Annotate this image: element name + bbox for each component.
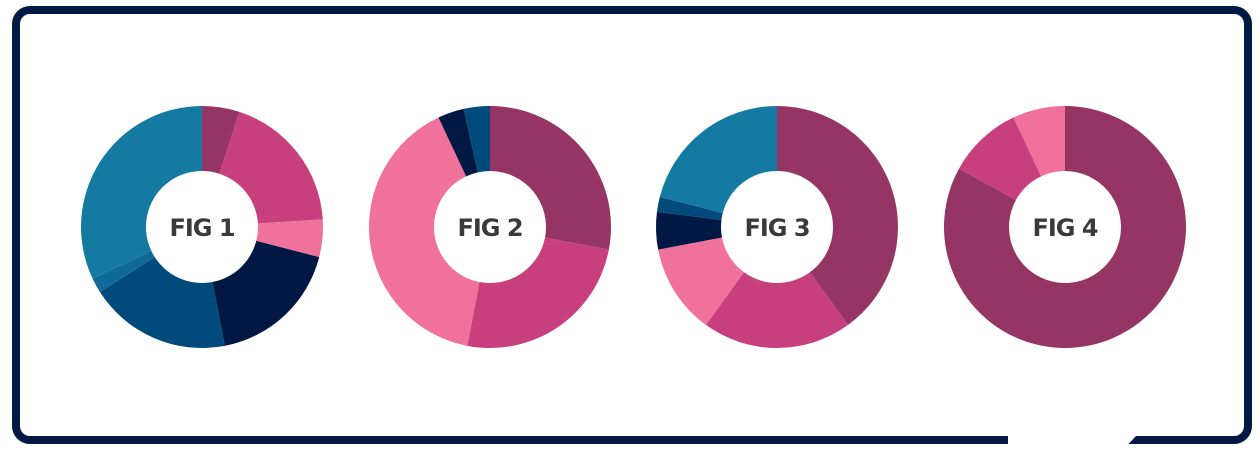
chart-title: FIG 1 [169,214,234,242]
donut-segment [1013,106,1065,177]
chart-title: FIG 2 [457,214,522,242]
donut-segment [705,272,849,349]
donut-segment [92,250,155,292]
donut-segment [656,196,723,220]
donut-segment [219,111,323,224]
donut-segment [658,237,745,325]
donut-segment [655,211,722,250]
donut-segment [99,257,225,348]
frame-notch [1008,436,1136,451]
donut-segment [202,106,240,174]
chart-title: FIG 4 [1032,214,1097,242]
donut-segment [944,106,1186,348]
donut-segment [467,237,609,348]
frame [12,6,1252,444]
donut-segment [369,117,480,346]
donut-segment [958,117,1042,201]
donut-segment [463,106,490,173]
donut-segment [659,106,777,214]
donut-charts: FIG 1 FIG 2 FIG 3 FIG 4 [81,106,1186,349]
donut-segment [490,106,611,250]
chart-title: FIG 3 [744,214,809,242]
donut-segment [777,106,898,325]
donut-segment [256,219,323,258]
donut-segment [212,240,320,346]
donut-segment [81,106,202,279]
donut-segment [438,108,478,177]
